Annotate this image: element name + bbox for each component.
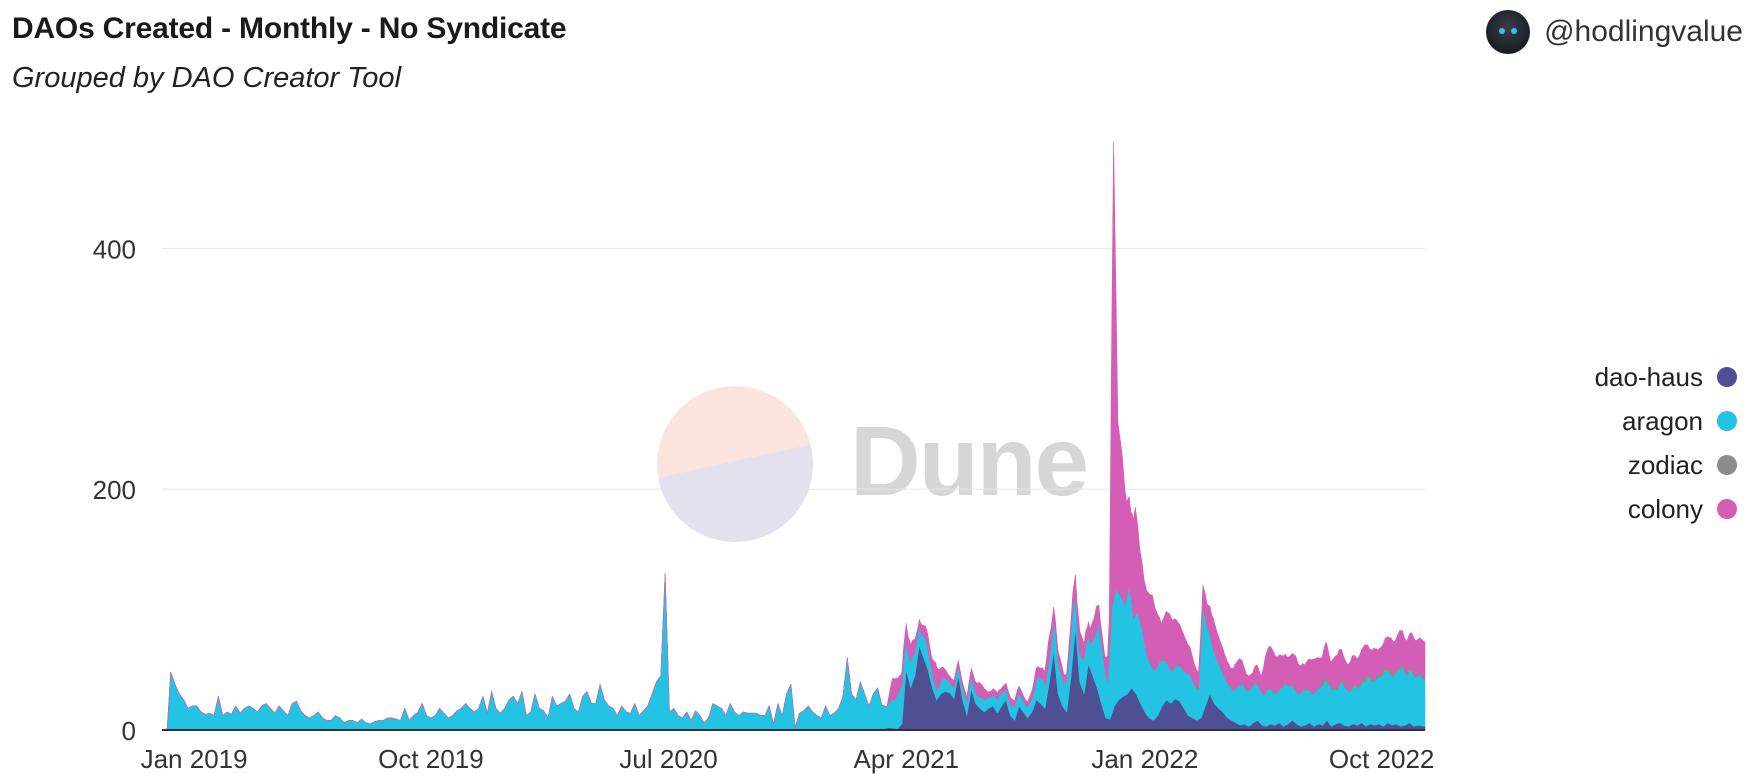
chart-title: DAOs Created - Monthly - No Syndicate — [12, 12, 567, 45]
author-badge[interactable]: @hodlingvalue — [1486, 10, 1743, 54]
axis-layer: 0 200 400 Jan 2019 Oct 2019 Jul 2020 Apr 2021 J… — [93, 234, 1435, 774]
legend-label: dao-haus — [1594, 361, 1703, 392]
avatar[interactable] — [1486, 10, 1531, 54]
y-tick-label: 200 — [93, 475, 136, 505]
chart-subtitle: Grouped by DAO Creator Tool — [12, 62, 402, 94]
x-tick-label: Apr 2021 — [854, 744, 960, 774]
avatar-eye-right — [1511, 28, 1518, 34]
legend-swatch — [1717, 367, 1737, 387]
x-tick-label: Jul 2020 — [619, 744, 717, 774]
x-tick-label: Oct 2019 — [378, 744, 484, 774]
area-series-colony — [161, 141, 1426, 731]
legend-swatch — [1717, 455, 1737, 475]
grid-layer — [162, 247, 1425, 490]
x-tick-label: Oct 2022 — [1329, 744, 1435, 774]
avatar-eye-left — [1499, 28, 1506, 34]
y-tick-label: 0 — [122, 716, 136, 746]
legend-item-zodiac[interactable]: zodiac — [1595, 443, 1737, 487]
legend-label: aragon — [1622, 405, 1703, 436]
legend-item-aragon[interactable]: aragon — [1595, 399, 1737, 443]
x-tick-label: Jan 2022 — [1091, 744, 1198, 774]
x-tick-label: Jan 2019 — [141, 744, 248, 774]
area-layer — [161, 141, 1426, 731]
legend-item-colony[interactable]: colony — [1595, 487, 1737, 531]
area-series-aragon — [161, 573, 1426, 731]
legend-label: zodiac — [1627, 449, 1703, 480]
y-tick-label: 400 — [93, 234, 136, 264]
legend-label: colony — [1627, 493, 1703, 524]
legend-item-dao-haus[interactable]: dao-haus — [1595, 355, 1737, 399]
dune-logo-icon — [657, 386, 813, 542]
author-handle[interactable]: @hodlingvalue — [1544, 15, 1743, 48]
legend-swatch — [1717, 411, 1737, 431]
dune-watermark-text: Dune — [850, 406, 1089, 516]
legend: dao-haus aragon zodiac colony — [1595, 355, 1737, 531]
legend-swatch — [1717, 499, 1737, 519]
